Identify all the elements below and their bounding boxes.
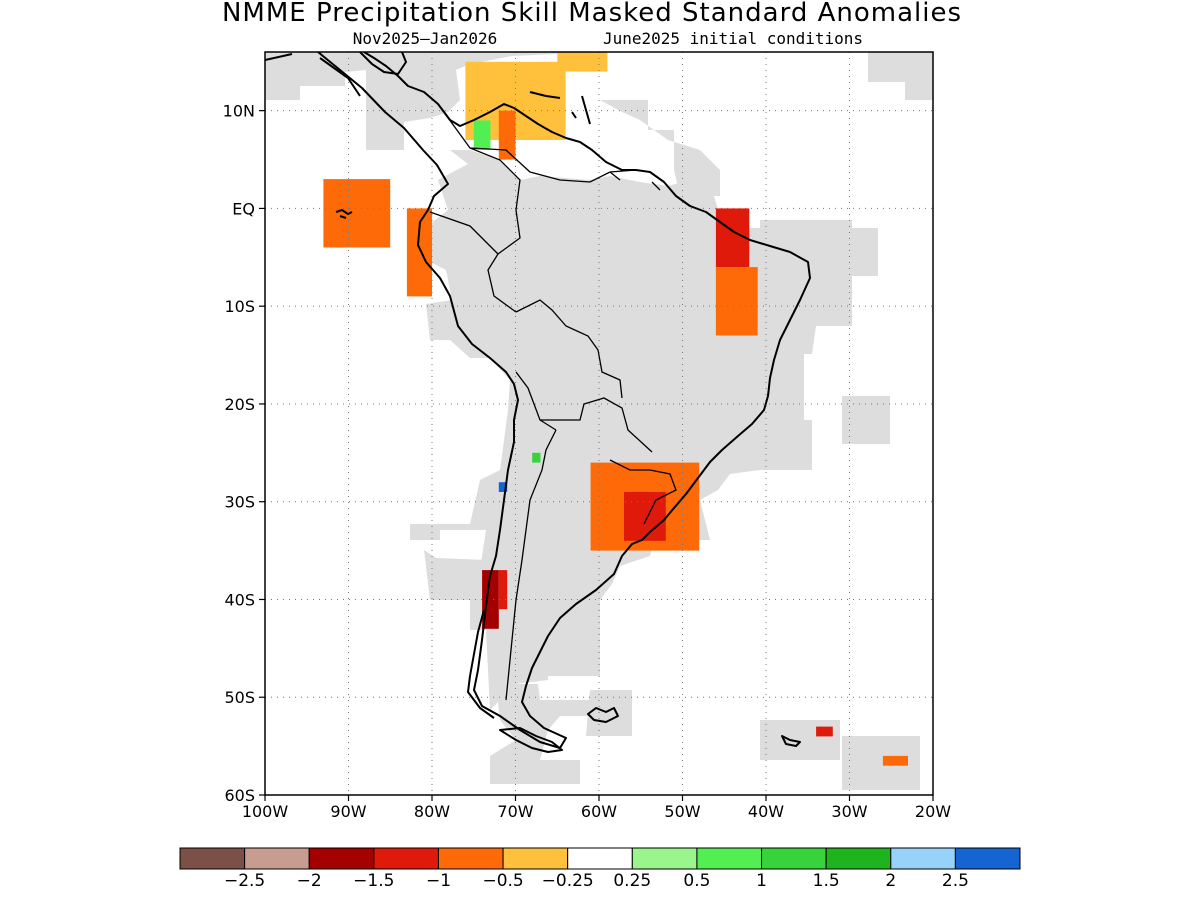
masked-region [410, 150, 878, 710]
anomaly-cell-southern-chile-north [482, 570, 499, 629]
forecast-period: Nov2025–Jan2026 [353, 29, 498, 48]
masked-region [868, 52, 933, 100]
colorbar-swatch [696, 847, 763, 870]
lat-tick-label: 50S [224, 688, 255, 707]
colorbar-label: 2.5 [942, 871, 969, 891]
masked-region [586, 690, 632, 736]
colorbar-label: 0.5 [683, 871, 710, 891]
south-georgia [781, 735, 801, 747]
lat-tick-label: 10N [223, 102, 255, 121]
colorbar-label: −2.5 [224, 871, 265, 891]
lon-tick-label: 70W [497, 802, 533, 821]
colorbar: −2.5 −2 −1.5 −1 −0.5 −0.25 0.25 0.5 1 1.5 2 2.5 [179, 847, 1021, 891]
colorbar-swatch [244, 847, 310, 870]
map-plot-area [265, 52, 933, 795]
anomaly-cell-caribbean-north [557, 52, 608, 72]
page-title: NMME Precipitation Skill Masked Standard… [222, 0, 962, 28]
lon-tick-label: 50W [664, 802, 700, 821]
colorbar-swatch [567, 847, 633, 870]
masked-region [842, 396, 890, 444]
anomaly-cell-southern-chile-core [498, 570, 508, 610]
anomaly-cell-ne-brazil-south [715, 267, 758, 336]
lat-tick-label: 20S [224, 395, 255, 414]
colorbar-swatch [502, 847, 569, 870]
anomaly-cell-argentina-green [532, 452, 541, 463]
colorbar-label: 1 [756, 871, 767, 891]
colorbar-label: −1.5 [353, 871, 394, 891]
colorbar-swatch [308, 847, 375, 870]
anomaly-cell-south-atlantic-island [816, 726, 833, 737]
colorbar-swatch [179, 847, 246, 870]
initial-conditions: June2025 initial conditions [603, 29, 863, 48]
colorbar-label: 2 [885, 871, 896, 891]
masked-region [600, 100, 720, 196]
galapagos-islands [335, 209, 353, 219]
axis-ticks: 100W 90W 80W 70W 60W 50W 40W 30W 20W 10N EQ 10S 20S 3… [223, 102, 952, 821]
anomaly-cell-galapagos [323, 179, 391, 248]
lon-tick-label: 20W [915, 802, 951, 821]
colorbar-label: −0.5 [482, 871, 523, 891]
colorbar-swatch [954, 847, 1021, 870]
tierra-del-fuego [499, 727, 563, 753]
lat-tick-label: 40S [224, 590, 255, 609]
lon-tick-label: 40W [748, 802, 784, 821]
masked-region [424, 550, 488, 600]
lon-tick-label: 90W [330, 802, 366, 821]
colorbar-label: 0.25 [613, 871, 651, 891]
anomaly-cell-south-atlantic-east [882, 755, 908, 766]
colorbar-swatch [825, 847, 892, 870]
falkland-islands [587, 707, 619, 723]
lon-tick-label: 30W [831, 802, 867, 821]
colorbar-label: −1 [426, 871, 451, 891]
lon-tick-label: 100W [242, 802, 289, 821]
caribbean-islands-coastline [529, 91, 591, 125]
colorbar-swatch [437, 847, 504, 870]
lon-tick-label: 60W [581, 802, 617, 821]
colorbar-swatch [890, 847, 956, 870]
anomaly-cell-colombia-core [498, 110, 516, 160]
masked-region [490, 684, 600, 784]
lon-tick-label: 80W [414, 802, 450, 821]
lat-tick-label: 10S [224, 297, 255, 316]
masked-region-layer [265, 52, 933, 790]
chilean-archipelago [467, 609, 495, 719]
masked-region [760, 720, 840, 760]
central-america-coastline [265, 52, 407, 97]
lat-tick-label: 60S [224, 786, 255, 805]
country-borders [429, 103, 677, 701]
south-america-coastline [317, 52, 811, 749]
anomaly-cell-venezuela-green [473, 120, 491, 150]
anomaly-cell-chile-blue [498, 482, 508, 492]
masked-region [842, 736, 920, 790]
lat-tick-label: 30S [224, 493, 255, 512]
colorbar-swatch [761, 847, 827, 870]
lat-tick-label: EQ [232, 199, 255, 218]
colorbar-label: −0.25 [542, 871, 594, 891]
colorbar-label: 1.5 [813, 871, 840, 891]
colorbar-label: −2 [297, 871, 322, 891]
anomaly-cell-uruguay-core [624, 491, 666, 541]
colorbar-swatch [631, 847, 698, 870]
colorbar-swatch [373, 847, 439, 870]
